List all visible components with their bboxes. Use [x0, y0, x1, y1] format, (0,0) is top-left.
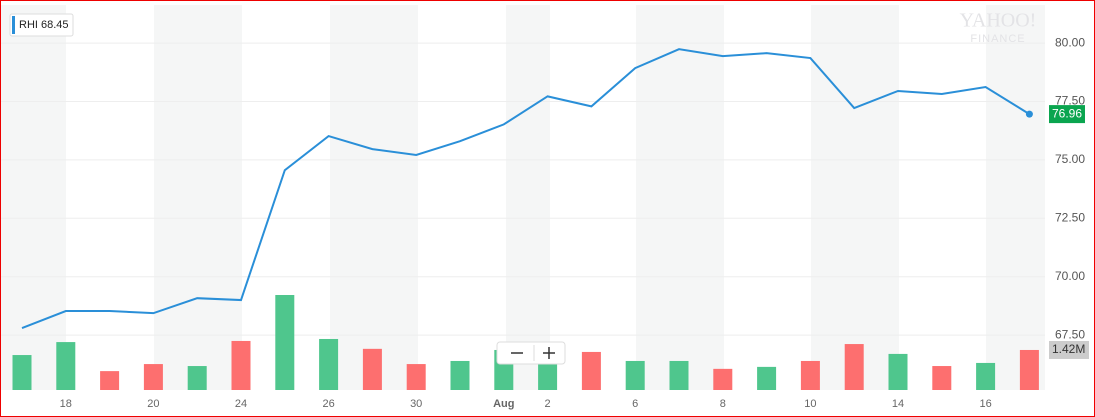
legend-box [9, 13, 74, 37]
legend-swatch [12, 16, 15, 34]
price-line [21, 48, 1030, 330]
volume-bar [319, 338, 339, 390]
volume-bar [12, 355, 32, 390]
band [154, 5, 242, 390]
volume-bar [362, 348, 382, 390]
zoom-in[interactable] [543, 347, 555, 359]
volume-label-box [1049, 340, 1089, 359]
y-tick-label: 70.00 [1055, 269, 1085, 283]
legend-text: RHI 68.45 [19, 19, 69, 31]
band [506, 5, 550, 390]
x-tick-label: 2 [545, 398, 551, 410]
band [811, 5, 899, 390]
week-bands [0, 5, 1045, 390]
last-point [1025, 110, 1033, 118]
volume-bar [56, 342, 76, 390]
x-tick-label: 24 [235, 398, 247, 410]
band [0, 5, 66, 390]
volume-bar [976, 362, 996, 390]
volume-bar [844, 344, 864, 390]
y-tick-label: 80.00 [1055, 35, 1085, 49]
grid [0, 42, 1045, 336]
price-label: 76.96 [1052, 106, 1082, 120]
volume-bar [669, 360, 689, 390]
x-tick-label: 20 [147, 398, 159, 410]
x-tick-label: 14 [892, 398, 904, 410]
x-tick-label: Aug [493, 398, 514, 410]
y-tick-label: 72.50 [1055, 210, 1085, 224]
volume-label: 1.42M [1052, 342, 1085, 356]
volume-bar [800, 360, 820, 390]
y-tick-label: 75.00 [1055, 152, 1085, 166]
volume-bar [581, 351, 601, 390]
x-tick-label: 8 [720, 398, 726, 410]
volume-bar [275, 295, 295, 390]
x-tick-label: 18 [60, 398, 72, 410]
zoom-controls[interactable] [496, 341, 566, 365]
volume-bar [932, 366, 952, 390]
volume-bar [888, 353, 908, 390]
price-label-box [1049, 105, 1085, 124]
volume-bar [143, 364, 163, 390]
volume-bar [231, 340, 251, 390]
y-tick-label: 67.50 [1055, 327, 1085, 341]
x-tick-label: 16 [979, 398, 991, 410]
volume-bar [1019, 349, 1039, 390]
volume-bar [100, 371, 120, 390]
y-tick-label: 77.50 [1055, 94, 1085, 108]
volume-bar [713, 368, 733, 390]
x-tick-label: 6 [632, 398, 638, 410]
watermark: YAHOO! [960, 10, 1037, 32]
band [636, 5, 724, 390]
band [986, 5, 1045, 390]
watermark-sub: FINANCE [970, 33, 1025, 45]
band [330, 5, 418, 390]
volume-bar [757, 366, 777, 390]
plot [21, 48, 1033, 330]
volume-bar [625, 360, 645, 390]
x-tick-label: 10 [804, 398, 816, 410]
volume-bar [187, 366, 207, 390]
x-tick-label: 26 [322, 398, 334, 410]
volume [12, 295, 1039, 390]
zoom-box [496, 341, 566, 365]
volume-bar [406, 364, 426, 390]
x-tick-label: 30 [410, 398, 422, 410]
volume-bar [450, 360, 470, 390]
